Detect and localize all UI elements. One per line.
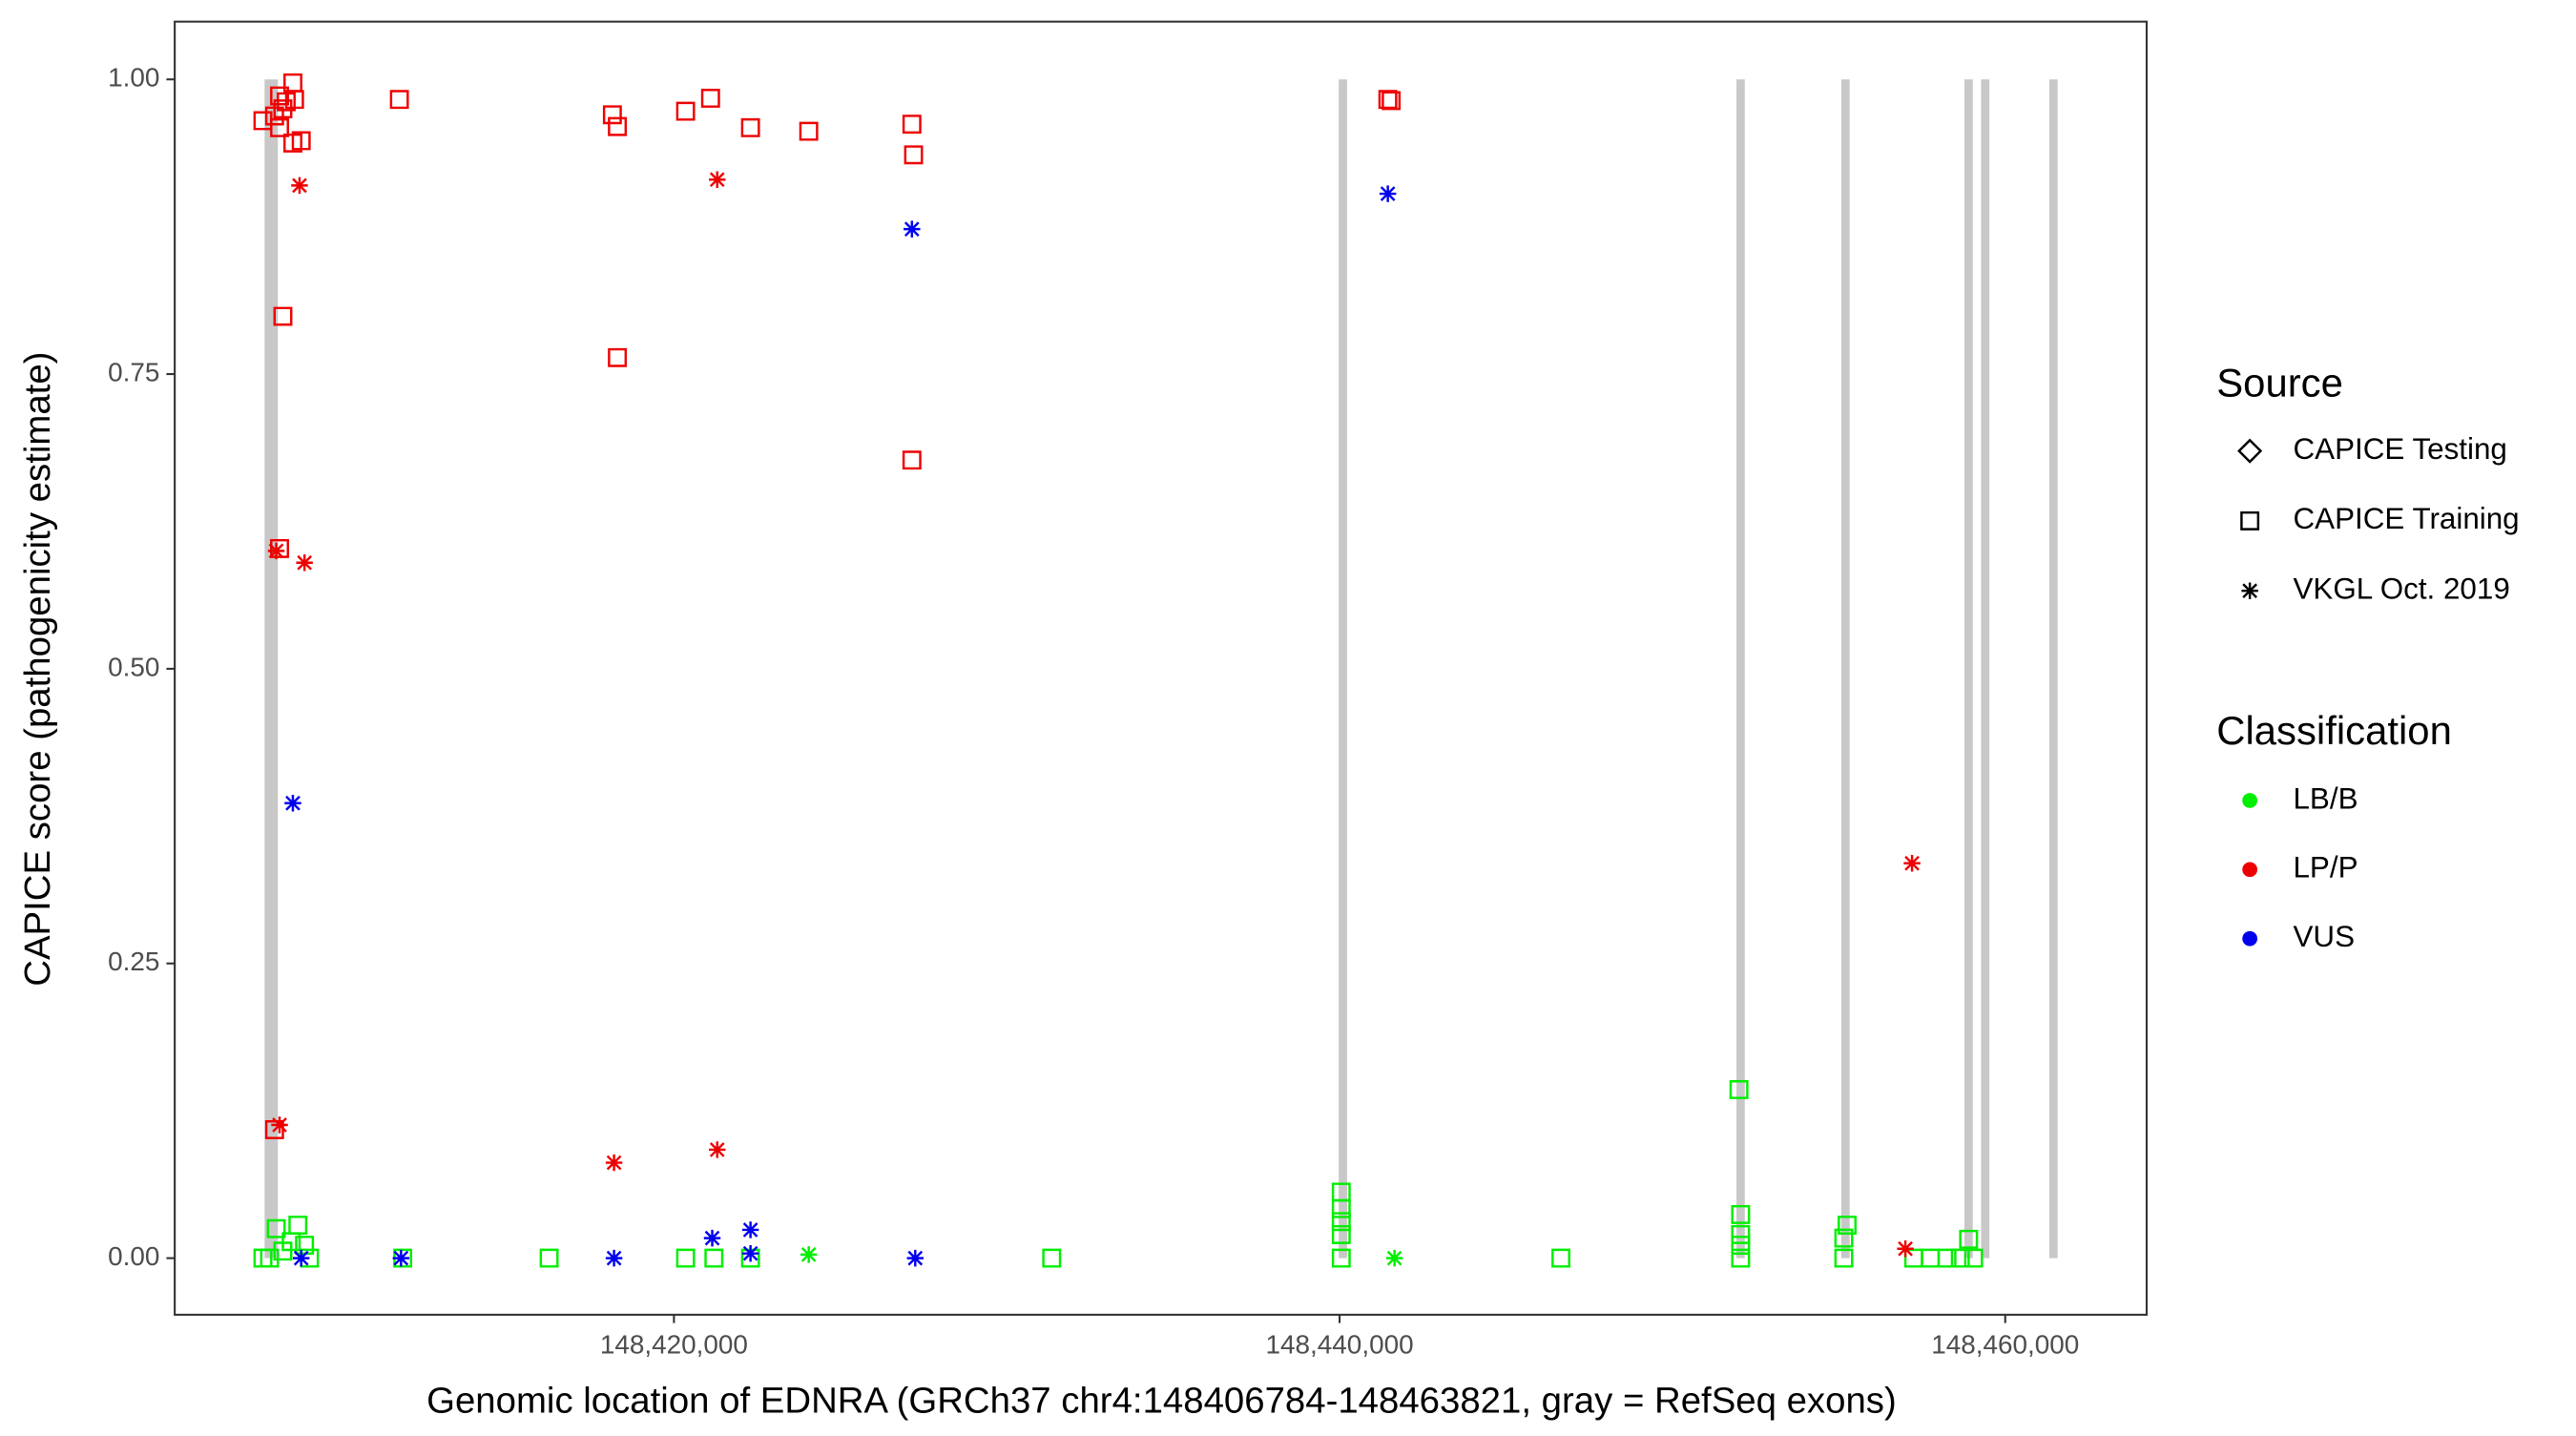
legend-symbol [2242,862,2257,878]
point [740,117,760,137]
exon [2048,79,2058,1259]
legend-label: LB/B [2293,781,2358,815]
exon [1840,79,1850,1259]
point [906,1249,924,1267]
x-tick-label: 148,420,000 [600,1329,748,1359]
point [709,1141,726,1158]
point [284,90,304,110]
point [271,1116,288,1134]
point [1834,1248,1854,1268]
point [539,1248,559,1268]
point [273,306,293,326]
point [703,1229,721,1247]
y-tick-label: 0.50 [108,652,159,681]
point [675,101,696,121]
point [741,1244,759,1262]
point [605,1249,623,1267]
exon [264,79,279,1259]
plot-border [174,20,2149,1316]
point [1731,1248,1751,1268]
point [295,1236,315,1255]
point [283,133,302,153]
point [1963,1248,1984,1268]
point [273,1241,293,1261]
y-axis-title: CAPICE score (pathogenicity estimate) [17,352,58,987]
point [1385,1249,1403,1267]
point [288,1216,308,1235]
legend-title: Classification [2216,708,2452,753]
point [1838,1216,1857,1235]
legend-symbol [2242,930,2257,947]
legend-symbol [2242,793,2257,808]
point [1379,185,1397,202]
exon [1339,79,1347,1259]
legend-label: CAPICE Testing [2293,432,2506,466]
point [393,1248,413,1268]
point [902,114,922,135]
legend-symbol [2241,582,2258,599]
legend-symbol [2237,438,2263,464]
point [270,86,289,106]
point [1731,1204,1751,1224]
point [1331,1248,1351,1268]
x-tick-label: 148,460,000 [1931,1329,2079,1359]
point [800,1246,818,1263]
point [266,1218,286,1238]
y-tick-label: 0.00 [108,1241,159,1271]
y-tick-label: 1.00 [108,63,159,93]
point [296,554,313,572]
legend-title: Source [2216,361,2343,406]
point [270,117,289,137]
point [608,347,628,367]
point [904,220,921,238]
legend-label: CAPICE Training [2293,502,2519,535]
point [675,1248,696,1268]
point [1381,91,1402,111]
point [902,450,922,470]
legend-label: LP/P [2293,851,2358,884]
y-tick-label: 0.25 [108,947,159,976]
point [292,1249,310,1267]
x-tick-label: 148,440,000 [1266,1329,1414,1359]
point [605,1154,623,1172]
point [1729,1080,1749,1099]
point [799,121,819,141]
point [1897,1240,1914,1258]
point [392,1249,410,1267]
point [741,1221,759,1238]
exon [1981,79,1990,1259]
point [1378,90,1398,110]
legend-label: VKGL Oct. 2019 [2293,572,2509,605]
x-axis-title: Genomic location of EDNRA (GRCh37 chr4:1… [426,1380,1897,1421]
point [1551,1248,1570,1268]
point [284,795,301,812]
legend-label: VUS [2293,920,2355,953]
point [704,1248,724,1268]
point [904,145,924,165]
point [1834,1228,1854,1248]
point [389,90,409,110]
point [709,171,726,188]
point [291,177,308,195]
point [1042,1248,1062,1268]
point [1331,1224,1351,1244]
legend-symbol [2240,510,2260,531]
point [291,131,311,151]
point [1903,855,1921,872]
y-tick-label: 0.75 [108,357,159,386]
point [602,105,622,125]
point [700,89,720,108]
point [1959,1229,1979,1249]
point [277,92,296,112]
exon [1736,79,1745,1259]
exon [1964,79,1973,1259]
point [267,542,285,560]
point [608,116,628,136]
point [260,1248,280,1268]
